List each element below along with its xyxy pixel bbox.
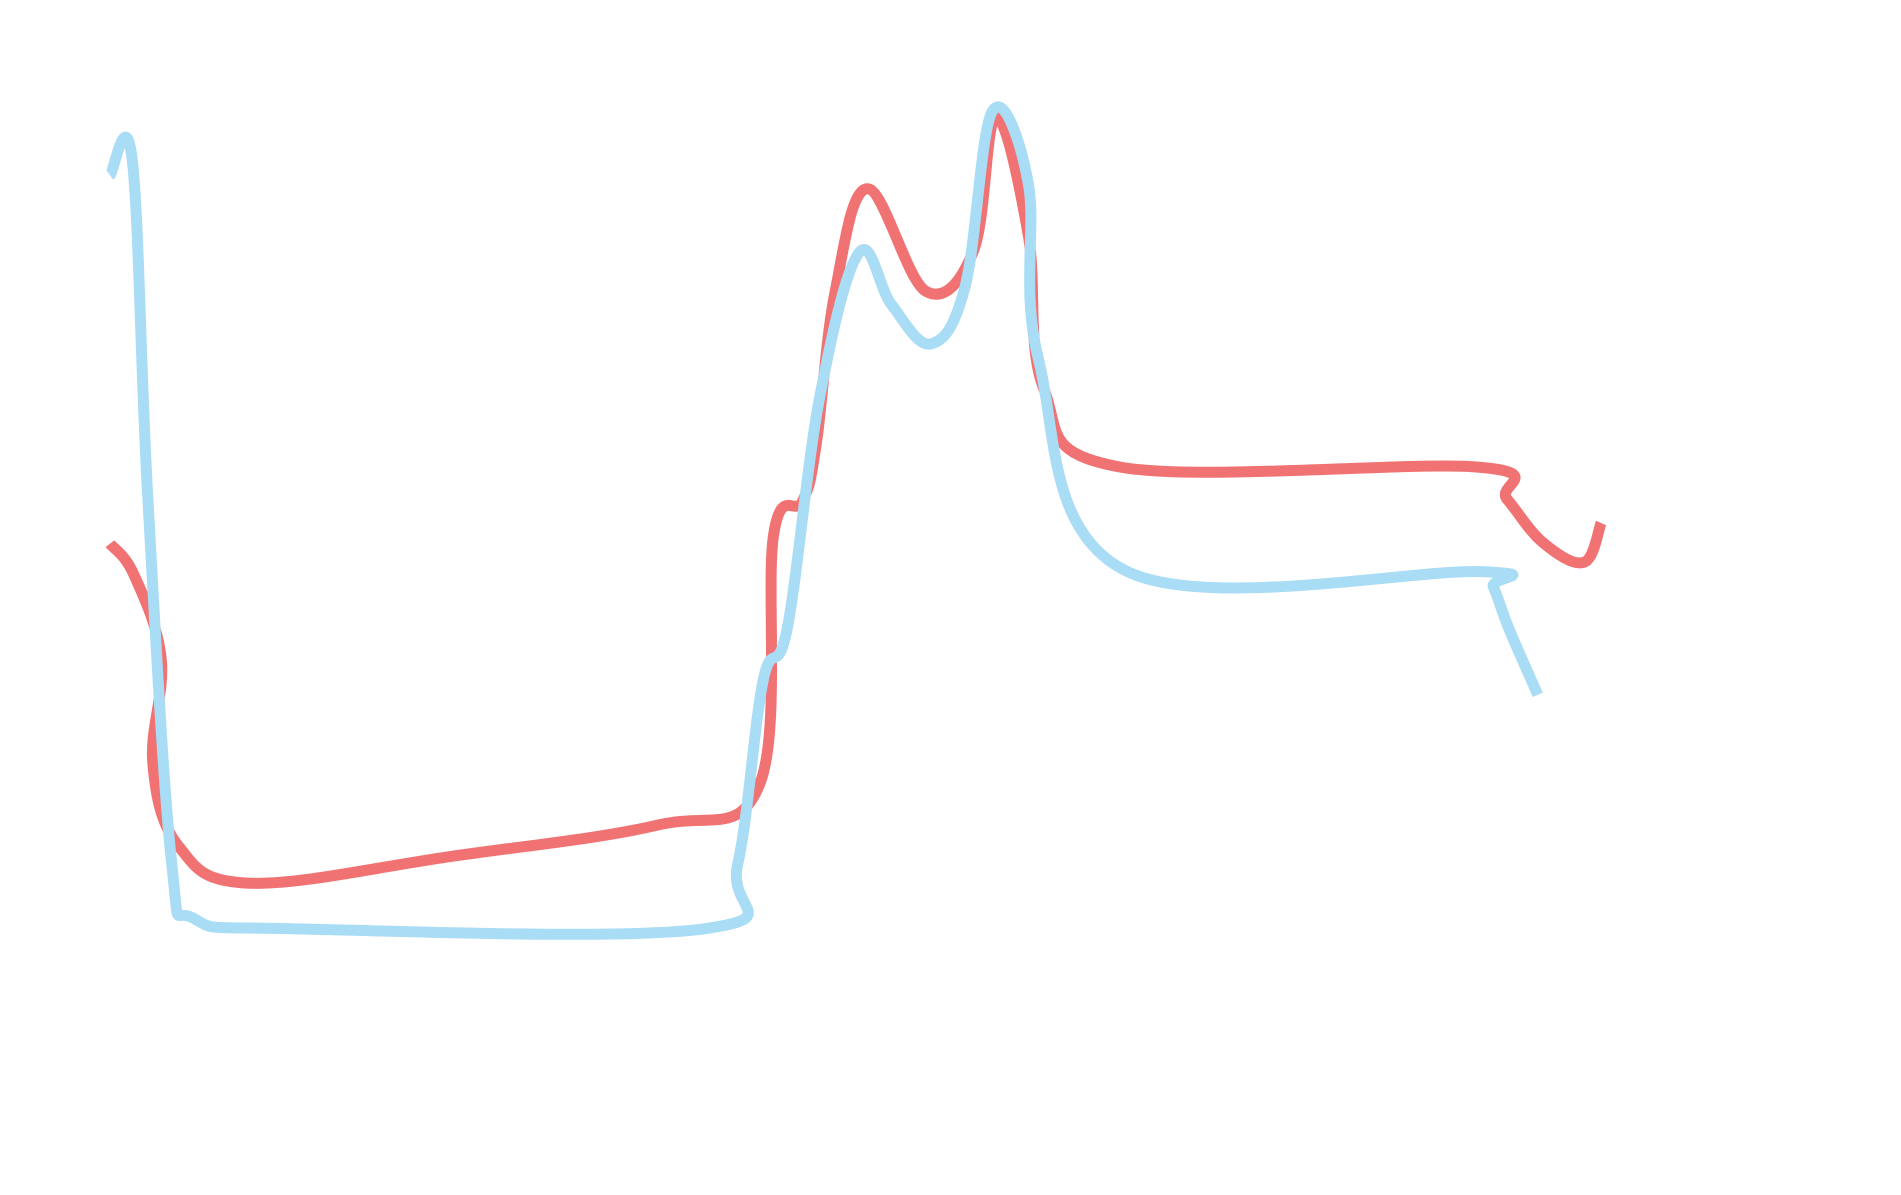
series-line-1: [105, 111, 1607, 889]
series-line-2: [105, 101, 1543, 940]
series-layer: [105, 101, 1607, 940]
